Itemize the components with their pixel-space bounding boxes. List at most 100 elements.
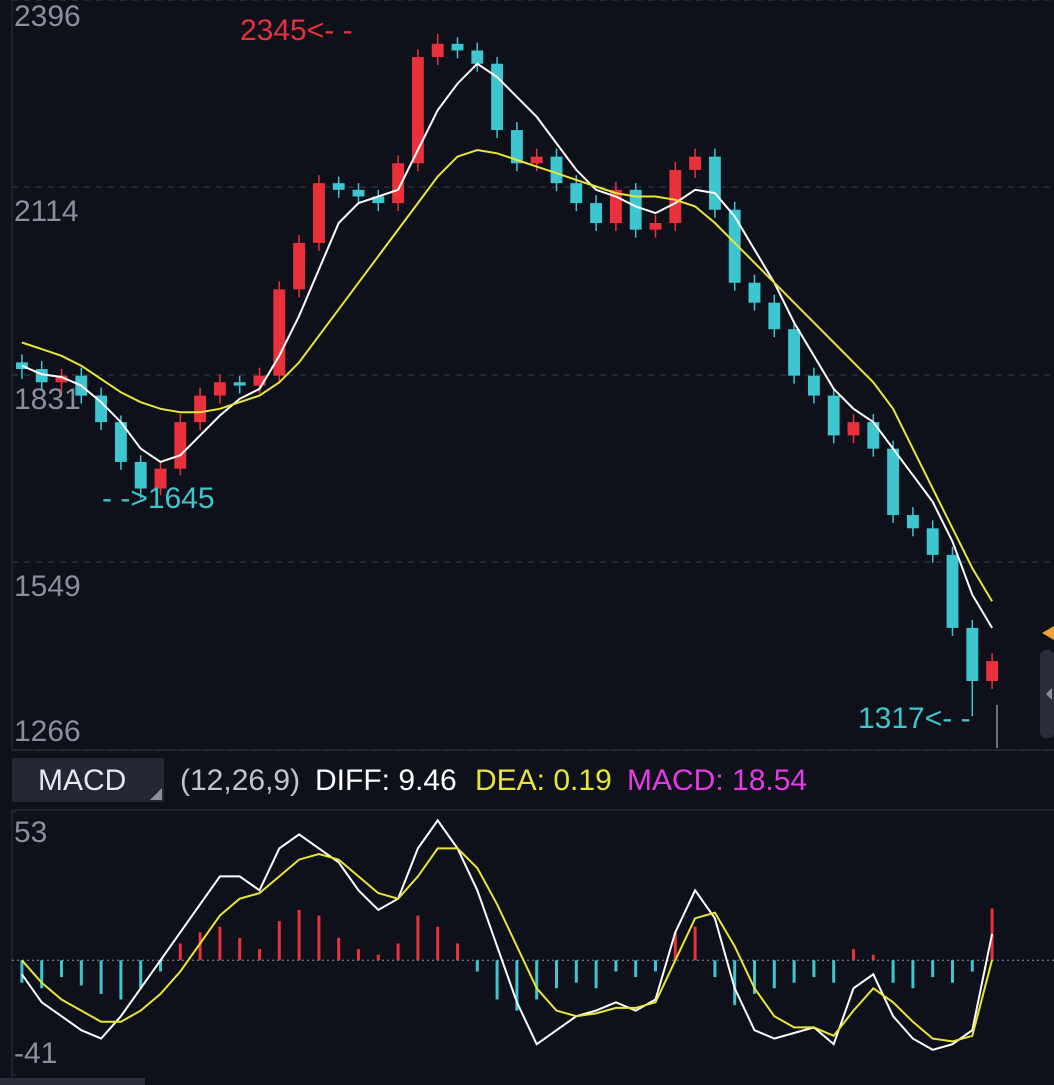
macd-label: MACD: <box>627 764 724 797</box>
price-annotation: - ->1645 <box>102 482 215 515</box>
candle-body <box>273 289 286 376</box>
candle-body <box>887 448 900 516</box>
macd-bar <box>337 937 341 961</box>
candle-body <box>550 156 563 184</box>
macd-bar <box>99 960 103 994</box>
candle-body <box>708 156 721 210</box>
y-tick-label: 1831 <box>14 383 81 416</box>
indicator-params: (12,26,9) <box>180 764 300 797</box>
candle-body <box>372 196 385 204</box>
macd-bar <box>753 960 756 994</box>
macd-value: 18.54 <box>732 764 807 797</box>
candle-body <box>253 375 266 386</box>
macd-bar <box>317 915 321 961</box>
candle-body <box>669 169 682 224</box>
macd-bar <box>733 960 737 1006</box>
dea-line <box>21 847 994 1043</box>
macd-bar <box>40 960 44 989</box>
diff-legend: DIFF: 9.46 <box>315 764 457 797</box>
macd-bar <box>891 960 895 983</box>
candle-body <box>293 242 306 290</box>
macd-bar <box>416 915 420 961</box>
indicator-button[interactable] <box>12 758 164 802</box>
macd-bar <box>495 960 499 1000</box>
candle-body <box>95 395 108 423</box>
macd-bar <box>456 943 459 961</box>
candle-body <box>352 189 365 197</box>
candle-body <box>55 375 68 383</box>
macd-bar <box>396 943 400 961</box>
macd-bar <box>357 949 360 961</box>
candle-body <box>233 382 246 386</box>
macd-bar <box>515 960 519 1011</box>
scrollbar[interactable] <box>0 1078 145 1085</box>
macd-legend: MACD: 18.54 <box>627 764 807 797</box>
candle-body <box>134 461 147 489</box>
macd-bar <box>852 949 855 961</box>
macd-bar <box>277 921 281 961</box>
macd-bar <box>297 909 301 961</box>
candle-body <box>174 422 187 469</box>
diff-line <box>21 818 994 1051</box>
candle-body <box>966 627 979 681</box>
candle-body <box>867 422 880 449</box>
macd-bar <box>931 960 935 978</box>
macd-bar <box>198 932 202 961</box>
macd-bar <box>970 960 974 972</box>
y-tick-label: 53 <box>14 816 47 849</box>
dea-label: DEA: <box>475 764 545 797</box>
dea-legend: DEA: 0.19 <box>475 764 612 797</box>
candle-body <box>471 50 484 64</box>
candle-body <box>194 395 207 423</box>
candle-body <box>411 57 424 164</box>
macd-bar <box>376 954 380 961</box>
macd-bar <box>594 960 598 989</box>
candle-body <box>629 189 642 230</box>
dea-value: 0.19 <box>553 764 611 797</box>
macd-bar <box>535 960 539 1000</box>
macd-bar <box>436 926 440 961</box>
macd-bar <box>871 954 875 961</box>
dropdown-corner <box>150 788 162 800</box>
macd-bar <box>812 960 816 978</box>
candle-body <box>748 282 761 303</box>
candle-body <box>788 329 801 376</box>
macd-bar <box>258 949 261 961</box>
candle-body <box>926 528 939 555</box>
indicator-name: MACD <box>38 764 126 797</box>
candle-body <box>768 302 781 330</box>
macd-bar <box>772 960 776 989</box>
y-tick-label: 1549 <box>14 570 81 603</box>
diff-label: DIFF: <box>315 764 390 797</box>
moving-average <box>21 62 993 629</box>
macd-bar <box>178 943 182 961</box>
macd-bar <box>634 960 638 978</box>
candle-body <box>154 468 167 489</box>
candle-body <box>906 515 919 529</box>
candle-body <box>35 369 48 383</box>
macd-bar <box>614 960 618 972</box>
macd-bar <box>159 960 162 972</box>
candle-body <box>827 395 840 436</box>
candle-body <box>946 554 959 628</box>
macd-bar <box>911 960 915 989</box>
candle-body <box>114 422 127 462</box>
diff-value: 9.46 <box>398 764 456 797</box>
y-tick-label: 2114 <box>14 195 79 228</box>
macd-bar <box>238 937 242 961</box>
candle-body <box>312 183 325 243</box>
macd-bar <box>693 926 697 961</box>
candle-body <box>986 661 999 681</box>
y-tick-label: -41 <box>14 1037 57 1070</box>
macd-bar <box>60 960 63 978</box>
macd-bar <box>951 960 954 983</box>
macd-bar <box>673 932 677 961</box>
macd-bar <box>574 960 578 983</box>
candle-body <box>510 130 523 164</box>
macd-bar <box>792 960 796 983</box>
candle-body <box>530 156 543 164</box>
candle-body <box>570 183 583 204</box>
